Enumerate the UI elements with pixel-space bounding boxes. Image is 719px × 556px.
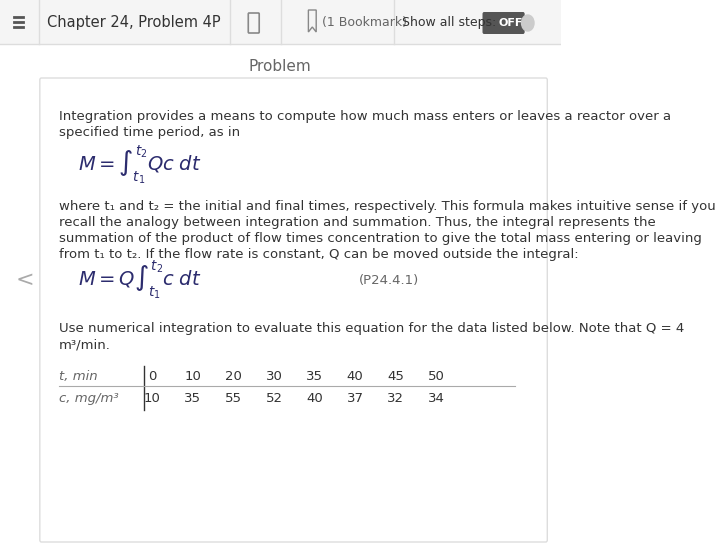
Text: (P24.4.1): (P24.4.1): [359, 274, 419, 286]
FancyBboxPatch shape: [40, 78, 547, 542]
Text: 52: 52: [265, 391, 283, 405]
Text: m³/min.: m³/min.: [58, 338, 111, 351]
Text: t, min: t, min: [58, 370, 97, 383]
Text: (1 Bookmark): (1 Bookmark): [321, 16, 407, 28]
Text: $M = \int_{t_1}^{t_2} Qc\; dt$: $M = \int_{t_1}^{t_2} Qc\; dt$: [78, 144, 201, 186]
Text: Show all steps:: Show all steps:: [402, 16, 496, 28]
Text: 50: 50: [428, 370, 445, 383]
Text: Use numerical integration to evaluate this equation for the data listed below. N: Use numerical integration to evaluate th…: [58, 322, 684, 335]
Text: c, mg/m³: c, mg/m³: [58, 391, 119, 405]
Text: 35: 35: [306, 370, 323, 383]
FancyBboxPatch shape: [0, 0, 562, 44]
Text: 32: 32: [388, 391, 404, 405]
Text: 10: 10: [144, 391, 160, 405]
Text: recall the analogy between integration and summation. Thus, the integral represe: recall the analogy between integration a…: [58, 216, 655, 229]
Text: 20: 20: [225, 370, 242, 383]
Text: from t₁ to t₂. If the flow rate is constant, Q can be moved outside the integral: from t₁ to t₂. If the flow rate is const…: [58, 248, 578, 261]
Text: Problem: Problem: [249, 58, 311, 73]
Text: 45: 45: [388, 370, 404, 383]
Text: Chapter 24, Problem 4P: Chapter 24, Problem 4P: [47, 14, 221, 29]
Text: specified time period, as in: specified time period, as in: [58, 126, 239, 139]
Text: 30: 30: [265, 370, 283, 383]
Text: Integration provides a means to compute how much mass enters or leaves a reactor: Integration provides a means to compute …: [58, 110, 671, 123]
Text: summation of the product of flow times concentration to give the total mass ente: summation of the product of flow times c…: [58, 232, 702, 245]
Text: where t₁ and t₂ = the initial and final times, respectively. This formula makes : where t₁ and t₂ = the initial and final …: [58, 200, 715, 213]
Text: 34: 34: [428, 391, 445, 405]
Text: 0: 0: [148, 370, 157, 383]
Text: <: <: [16, 270, 35, 290]
Text: 55: 55: [225, 391, 242, 405]
Text: 40: 40: [306, 391, 323, 405]
Text: 40: 40: [347, 370, 364, 383]
Text: 35: 35: [184, 391, 201, 405]
FancyBboxPatch shape: [482, 12, 525, 34]
Text: 37: 37: [347, 391, 364, 405]
Text: OFF: OFF: [498, 18, 523, 28]
Circle shape: [521, 15, 534, 31]
Text: $M = Q \int_{t_1}^{t_2} c\; dt$: $M = Q \int_{t_1}^{t_2} c\; dt$: [78, 259, 201, 301]
Text: 10: 10: [184, 370, 201, 383]
